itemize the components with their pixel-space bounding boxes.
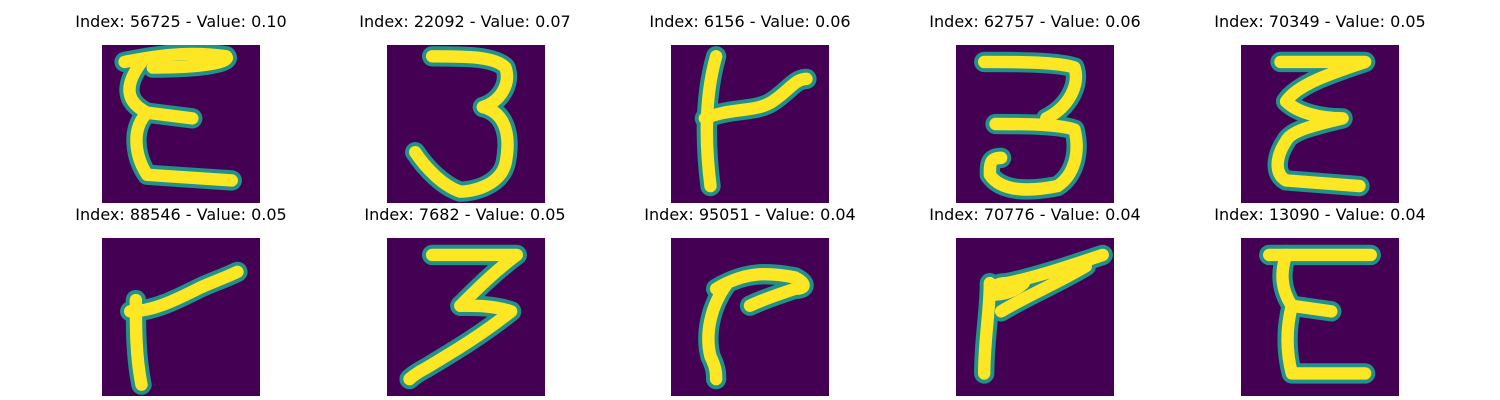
- stroke-core: [1281, 299, 1372, 380]
- image-background: [671, 45, 829, 203]
- digit-image: [956, 45, 1114, 203]
- panel-title: Index: 56725 - Value: 0.10: [75, 12, 287, 31]
- digit-image: [387, 238, 545, 396]
- panel-title: Index: 22092 - Value: 0.07: [359, 12, 571, 31]
- stroke-core: [124, 265, 244, 318]
- digit-image: [671, 45, 829, 203]
- digit-image: [102, 45, 260, 203]
- panel-title: Index: 70349 - Value: 0.05: [1214, 12, 1426, 31]
- stroke-core: [129, 293, 148, 391]
- stroke-core: [978, 55, 1083, 125]
- panel-title: Index: 7682 - Value: 0.05: [364, 205, 566, 224]
- stroke-core: [983, 117, 1083, 196]
- stroke-core: [130, 106, 238, 187]
- digit-image: [1241, 45, 1399, 203]
- panel-title: Index: 88546 - Value: 0.05: [75, 205, 287, 224]
- panel-title: Index: 13090 - Value: 0.04: [1214, 205, 1426, 224]
- stroke-core: [1271, 95, 1366, 193]
- stroke-core: [989, 276, 1030, 301]
- panel-title: Index: 6156 - Value: 0.06: [649, 12, 851, 31]
- panel-title: Index: 70776 - Value: 0.04: [929, 205, 1141, 224]
- stroke-core: [702, 276, 734, 386]
- stroke-core: [409, 100, 514, 198]
- image-background: [671, 238, 829, 396]
- stroke-core: [978, 276, 997, 380]
- image-background: [387, 45, 545, 203]
- digit-image: [671, 238, 829, 396]
- digit-image: [956, 238, 1114, 396]
- panel-title: Index: 62757 - Value: 0.06: [929, 12, 1141, 31]
- stroke-core: [403, 299, 518, 386]
- digit-image: [387, 45, 545, 203]
- stroke-core: [118, 47, 234, 74]
- stroke-core: [709, 267, 810, 312]
- digit-image: [1241, 238, 1399, 396]
- stroke-core: [425, 50, 514, 114]
- stroke-core: [1274, 55, 1372, 108]
- stroke-core: [698, 72, 813, 125]
- digit-image: [102, 238, 260, 396]
- stroke-core: [994, 260, 1092, 318]
- panel-title: Index: 95051 - Value: 0.04: [644, 205, 856, 224]
